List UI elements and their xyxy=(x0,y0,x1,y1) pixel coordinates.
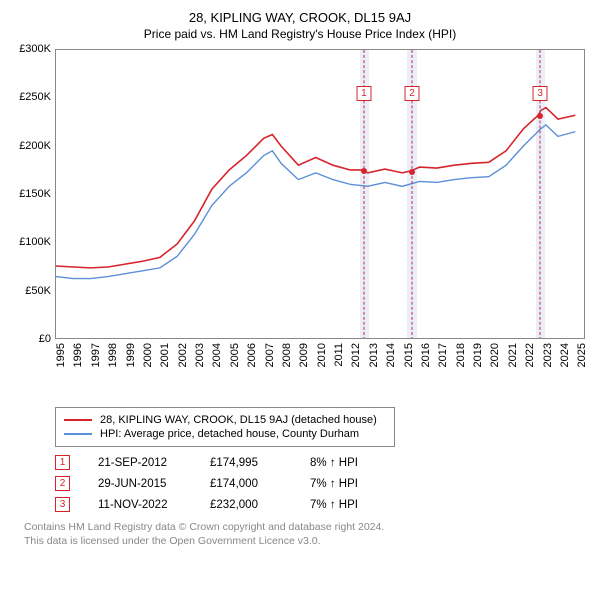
sales-table: 1 21-SEP-2012£174,9958% ↑ HPI 2 29-JUN-2015… xyxy=(55,455,590,512)
sale-price: £174,995 xyxy=(210,457,310,469)
sale-row-marker: 3 xyxy=(55,497,70,512)
y-tick-label: £50K xyxy=(25,285,51,297)
chart-legend: 28, KIPLING WAY, CROOK, DL15 9AJ (detach… xyxy=(55,407,395,447)
x-tick-label: 1998 xyxy=(107,343,119,367)
sale-date: 21-SEP-2012 xyxy=(98,457,210,469)
sale-delta-vs-hpi: 8% ↑ HPI xyxy=(310,457,358,469)
y-tick-label: £300K xyxy=(19,43,51,55)
x-tick-label: 2020 xyxy=(489,343,501,367)
sale-price: £174,000 xyxy=(210,478,310,490)
sale-marker-dot xyxy=(361,168,367,174)
plot-area: 1 2 3 xyxy=(55,49,585,339)
x-tick-label: 2009 xyxy=(298,343,310,367)
sale-price: £232,000 xyxy=(210,499,310,511)
x-tick-label: 2012 xyxy=(350,343,362,367)
sale-row-marker: 2 xyxy=(55,476,70,491)
y-tick-label: £250K xyxy=(19,91,51,103)
x-tick-label: 2025 xyxy=(576,343,588,367)
x-tick-label: 2004 xyxy=(211,343,223,367)
sale-marker-dot xyxy=(537,113,543,119)
footer-line-2: This data is licensed under the Open Gov… xyxy=(24,534,590,548)
x-tick-label: 2010 xyxy=(316,343,328,367)
price-chart: £0£50K£100K£150K£200K£250K£300K 123 1995… xyxy=(10,49,590,369)
x-tick-label: 2021 xyxy=(507,343,519,367)
x-tick-label: 2000 xyxy=(142,343,154,367)
sale-date: 29-JUN-2015 xyxy=(98,478,210,490)
legend-label: 28, KIPLING WAY, CROOK, DL15 9AJ (detach… xyxy=(100,414,377,426)
x-tick-label: 1999 xyxy=(125,343,137,367)
sale-row: 2 29-JUN-2015£174,0007% ↑ HPI xyxy=(55,476,590,491)
legend-item: HPI: Average price, detached house, Coun… xyxy=(64,428,386,440)
series-line xyxy=(56,108,575,268)
x-tick-label: 2013 xyxy=(368,343,380,367)
series-line xyxy=(56,125,575,279)
sale-date: 11-NOV-2022 xyxy=(98,499,210,511)
x-tick-label: 2022 xyxy=(524,343,536,367)
sale-row-marker: 1 xyxy=(55,455,70,470)
footer-line-1: Contains HM Land Registry data © Crown c… xyxy=(24,520,590,534)
sale-marker-badge: 2 xyxy=(405,86,420,101)
y-tick-label: £150K xyxy=(19,188,51,200)
sale-marker-dot xyxy=(409,169,415,175)
x-tick-label: 2007 xyxy=(264,343,276,367)
y-tick-label: £0 xyxy=(39,333,51,345)
x-tick-label: 2023 xyxy=(542,343,554,367)
y-tick-label: £200K xyxy=(19,140,51,152)
sale-marker-badge: 1 xyxy=(356,86,371,101)
attribution-footer: Contains HM Land Registry data © Crown c… xyxy=(24,520,590,548)
y-tick-label: £100K xyxy=(19,236,51,248)
sale-marker-badge: 3 xyxy=(533,86,548,101)
x-tick-label: 2008 xyxy=(281,343,293,367)
chart-title: 28, KIPLING WAY, CROOK, DL15 9AJ xyxy=(10,10,590,25)
x-tick-label: 2016 xyxy=(420,343,432,367)
x-tick-label: 1995 xyxy=(55,343,67,367)
legend-label: HPI: Average price, detached house, Coun… xyxy=(100,428,359,440)
x-tick-label: 1997 xyxy=(90,343,102,367)
x-tick-label: 2005 xyxy=(229,343,241,367)
x-tick-label: 2024 xyxy=(559,343,571,367)
x-tick-label: 2017 xyxy=(437,343,449,367)
x-tick-label: 2002 xyxy=(177,343,189,367)
x-tick-label: 2018 xyxy=(455,343,467,367)
sale-row: 3 11-NOV-2022£232,0007% ↑ HPI xyxy=(55,497,590,512)
sale-delta-vs-hpi: 7% ↑ HPI xyxy=(310,499,358,511)
legend-swatch xyxy=(64,419,92,421)
x-tick-label: 2003 xyxy=(194,343,206,367)
y-axis-labels: £0£50K£100K£150K£200K£250K£300K xyxy=(10,49,55,339)
x-tick-label: 1996 xyxy=(72,343,84,367)
x-tick-label: 2014 xyxy=(385,343,397,367)
x-tick-label: 2006 xyxy=(246,343,258,367)
x-tick-label: 2019 xyxy=(472,343,484,367)
legend-swatch xyxy=(64,433,92,435)
chart-subtitle: Price paid vs. HM Land Registry's House … xyxy=(10,27,590,41)
x-axis-labels: 1995 1996 1997 1998 1999 2000 2001 2002 2003 2004… xyxy=(55,339,585,369)
x-tick-label: 2001 xyxy=(159,343,171,367)
sale-delta-vs-hpi: 7% ↑ HPI xyxy=(310,478,358,490)
legend-item: 28, KIPLING WAY, CROOK, DL15 9AJ (detach… xyxy=(64,414,386,426)
x-tick-label: 2015 xyxy=(403,343,415,367)
x-tick-label: 2011 xyxy=(333,343,345,367)
sale-row: 1 21-SEP-2012£174,9958% ↑ HPI xyxy=(55,455,590,470)
chart-lines xyxy=(56,50,584,338)
